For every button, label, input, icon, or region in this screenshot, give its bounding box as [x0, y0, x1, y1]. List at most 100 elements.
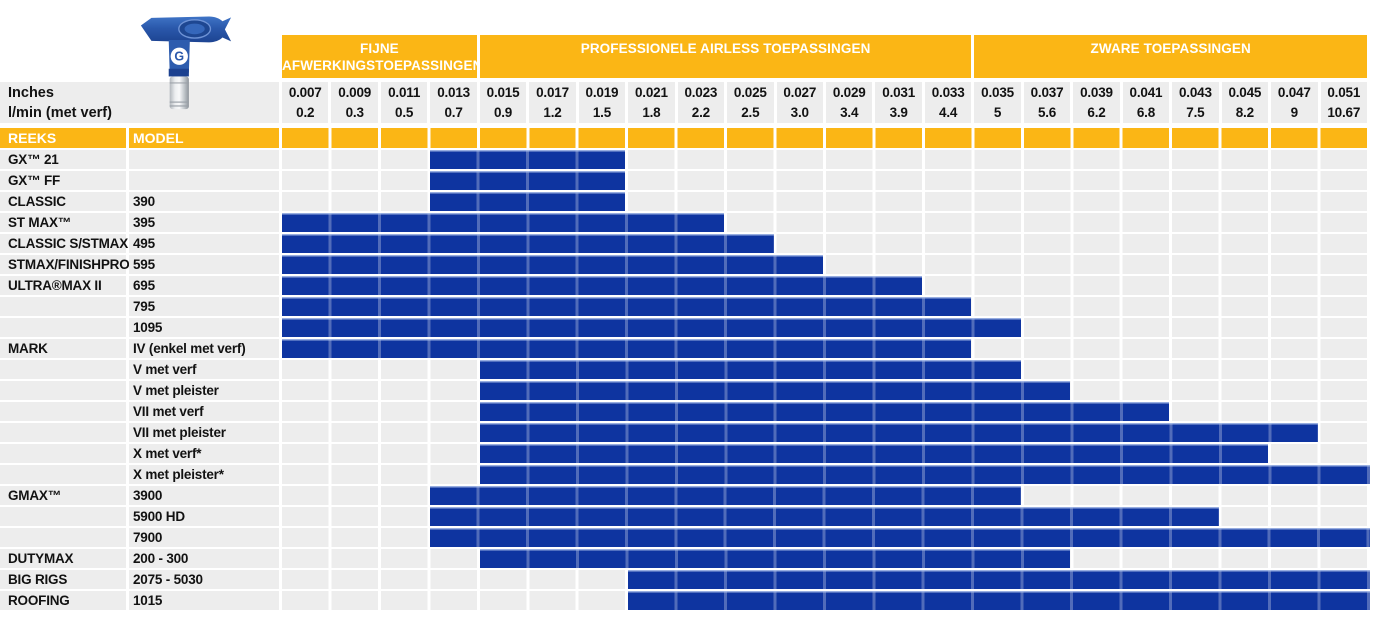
tip-size-inches: 0.031 [882, 85, 916, 100]
row-size-grid [282, 486, 1370, 505]
model-name-cell: 200 - 300 [129, 549, 279, 568]
table-row: DUTYMAX 200 - 300 [0, 549, 1375, 568]
tip-size-column: 0.039 6.2 [1073, 82, 1120, 123]
series-name-cell: DUTYMAX [0, 549, 126, 568]
tip-size-lmin: 0.3 [345, 105, 364, 120]
tip-size-inches: 0.045 [1228, 85, 1262, 100]
tip-size-inches: 0.035 [981, 85, 1014, 100]
tip-range-bar [628, 591, 1370, 610]
row-size-grid [282, 381, 1370, 400]
tip-size-column: 0.017 1.2 [529, 82, 576, 123]
tip-size-column: 0.029 3.4 [825, 82, 873, 123]
tip-size-lmin: 1.8 [642, 105, 661, 120]
model-name-cell: 395 [129, 213, 279, 232]
series-name-cell: CLASSIC S/STMAX [0, 234, 128, 253]
tip-range-bar [430, 528, 1370, 547]
tip-size-inches: 0.013 [437, 85, 470, 100]
row-size-grid [282, 570, 1370, 589]
model-name-cell: IV (enkel met verf) [129, 339, 279, 358]
model-column-header: MODEL [129, 128, 279, 148]
tip-range-bar [479, 465, 1370, 484]
row-size-grid [282, 465, 1370, 484]
row-size-grid [282, 402, 1370, 421]
tip-size-inches: 0.041 [1129, 85, 1163, 100]
tip-size-inches: 0.029 [832, 85, 866, 100]
table-row: X met pleister* [0, 465, 1375, 484]
model-name-cell: V met pleister [129, 381, 279, 400]
application-band: PROFESSIONELE AIRLESS TOEPASSINGEN [479, 35, 972, 78]
tip-range-bar [282, 297, 972, 316]
table-row: MARK IV (enkel met verf) [0, 339, 1375, 358]
tip-size-inches: 0.051 [1327, 85, 1361, 100]
series-name-cell [0, 381, 126, 400]
table-row: ROOFING 1015 [0, 591, 1375, 610]
row-size-grid [282, 360, 1370, 379]
row-size-grid [282, 591, 1370, 610]
application-band: FIJNE AFWERKINGSTOEPASSINGEN [282, 35, 482, 78]
series-name-cell [0, 423, 126, 442]
table-row: 795 [0, 297, 1375, 316]
row-size-grid [282, 507, 1370, 526]
tip-size-lmin: 3.0 [790, 105, 809, 120]
table-row: VII met pleister [0, 423, 1375, 442]
row-size-grid [282, 255, 1370, 274]
tip-size-lmin: 0.7 [444, 105, 463, 120]
tip-range-bar [430, 507, 1219, 526]
inches-axis-label: Inches [8, 85, 54, 101]
model-name-cell: 2075 - 5030 [129, 570, 279, 589]
table-row: ULTRA®MAX II 695 [0, 276, 1375, 295]
model-name-cell: VII met pleister [129, 423, 279, 442]
tip-size-lmin: 5.6 [1037, 105, 1057, 120]
size-columns: 0.007 0.2 0.009 0.3 0.011 0.5 0.013 0.7 0.015 0.9… [282, 82, 1370, 123]
tip-size-lmin: 1.5 [592, 105, 612, 120]
header-row-columns [282, 128, 1370, 148]
tip-size-lmin: 3.4 [840, 105, 859, 120]
series-name-cell: CLASSIC [0, 192, 126, 211]
series-name-cell [0, 402, 126, 421]
tip-size-inches: 0.033 [931, 85, 965, 100]
tip-size-lmin: 0.9 [493, 105, 513, 120]
model-name-cell: 3900 [129, 486, 279, 505]
tip-size-lmin: 2.5 [741, 105, 760, 120]
row-size-grid [282, 444, 1370, 463]
row-size-grid [282, 171, 1370, 190]
row-size-grid [282, 276, 1370, 295]
tip-size-column: 0.015 0.9 [479, 82, 527, 123]
row-size-grid [282, 549, 1370, 568]
table-row: GX™ FF [0, 171, 1375, 190]
table-body: GX™ 21 GX™ FF CLASSIC 390 ST MAX™ 395 CLASSIC … [0, 150, 1375, 610]
model-name-cell: 1095 [129, 318, 279, 337]
row-size-grid [282, 528, 1370, 547]
tip-range-bar [479, 360, 1021, 379]
tip-size-column: 0.011 0.5 [380, 82, 428, 123]
tip-size-column: 0.035 5 [974, 82, 1021, 123]
table-row: CLASSIC 390 [0, 192, 1375, 211]
tip-range-bar [282, 276, 922, 295]
table-row: STMAX/FINISHPRO 595 [0, 255, 1375, 274]
model-name-cell: 1015 [129, 591, 279, 610]
series-name-cell: ROOFING [0, 591, 126, 610]
tip-size-lmin: 8.2 [1235, 105, 1254, 120]
tip-range-bar [282, 234, 774, 253]
tip-size-column: 0.013 0.7 [430, 82, 477, 123]
tip-size-header-row: Inches l/min (met verf) 0.007 0.2 0.009 0.3… [0, 82, 1375, 123]
tip-range-bar [479, 423, 1318, 442]
tip-range-bar [479, 444, 1269, 463]
tip-range-bar [628, 570, 1370, 589]
series-name-cell: GX™ 21 [0, 150, 126, 169]
tip-size-column: 0.037 5.6 [1023, 82, 1071, 123]
series-name-cell [0, 444, 126, 463]
series-name-cell [0, 297, 126, 316]
tip-range-bar [479, 549, 1071, 568]
band-columns: FIJNE AFWERKINGSTOEPASSINGEN PROFESSIONEL… [282, 35, 1370, 78]
model-name-cell: VII met verf [129, 402, 279, 421]
model-name-cell: 495 [129, 234, 279, 253]
table-row: V met verf [0, 360, 1375, 379]
tip-size-column: 0.041 6.8 [1122, 82, 1170, 123]
table-row: ST MAX™ 395 [0, 213, 1375, 232]
tip-size-column: 0.021 1.8 [628, 82, 675, 123]
tip-size-lmin: 9 [1290, 105, 1299, 120]
row-size-grid [282, 297, 1370, 316]
tip-size-inches: 0.039 [1080, 85, 1113, 100]
tip-range-bar [282, 318, 1021, 337]
